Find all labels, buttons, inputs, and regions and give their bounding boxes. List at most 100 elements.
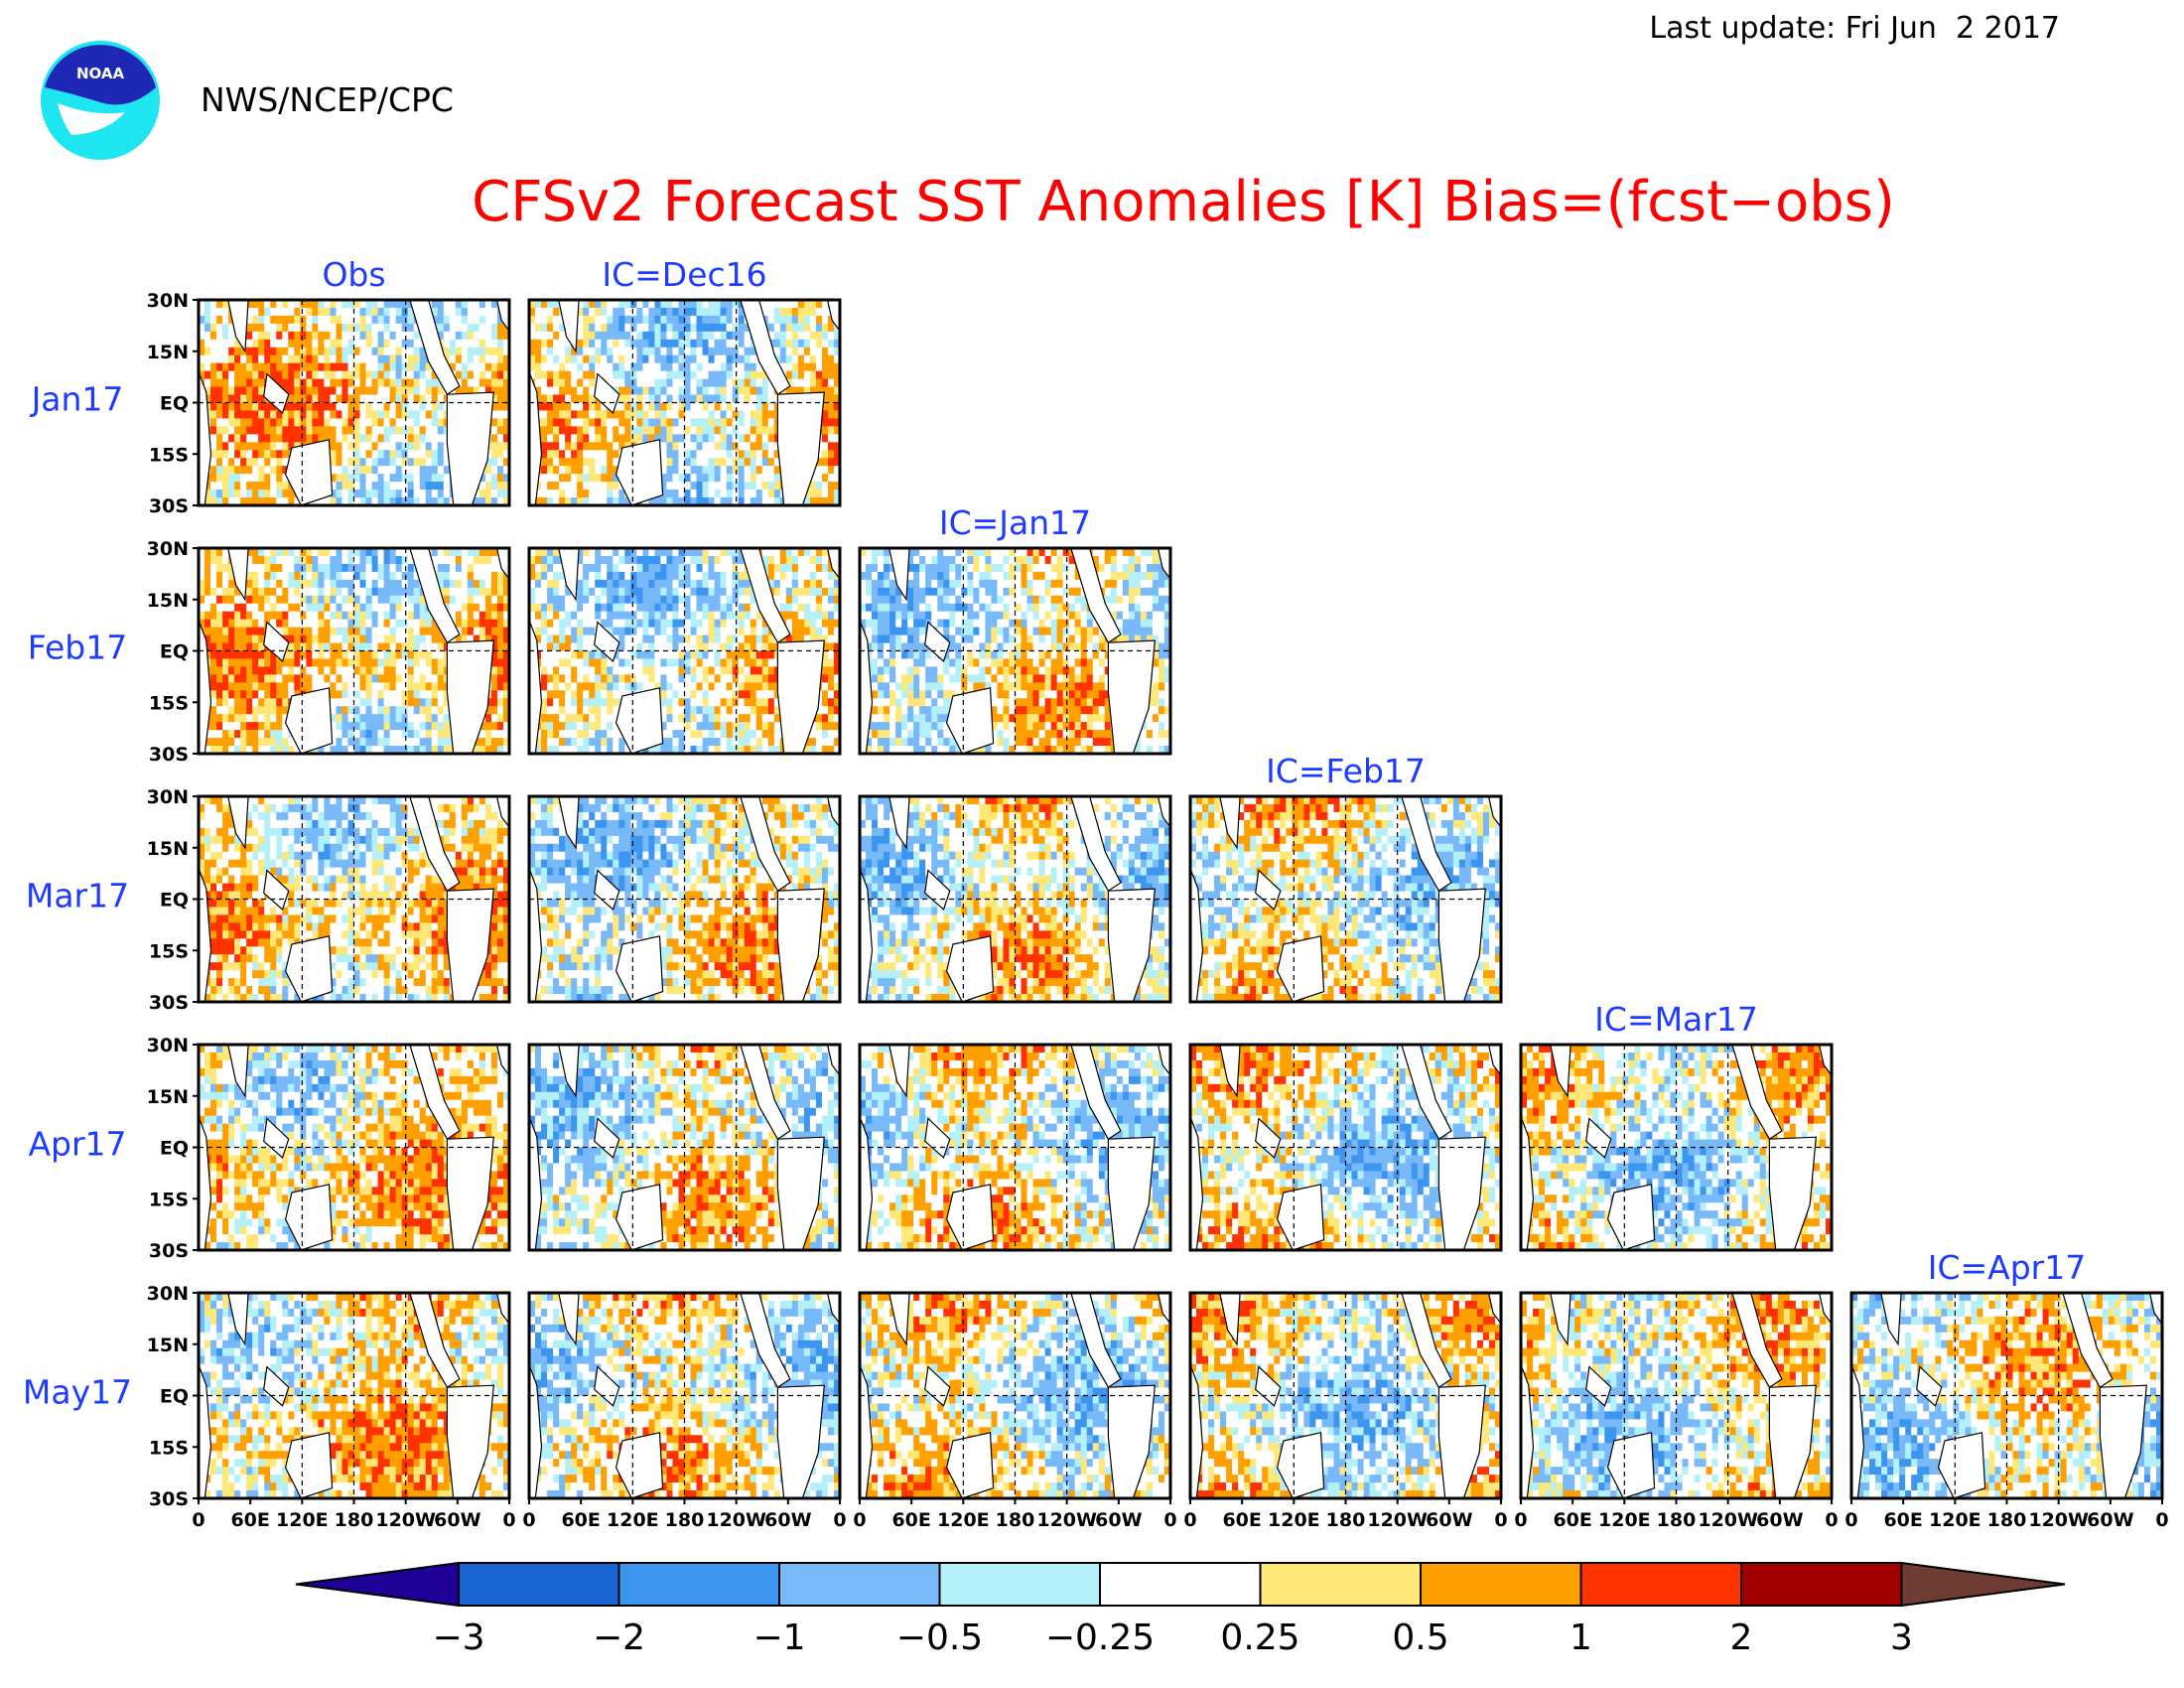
heat-cell	[618, 497, 625, 505]
heat-cell	[341, 347, 349, 356]
heat-cell	[341, 706, 349, 715]
heat-cell	[773, 300, 781, 309]
heat-cell	[571, 482, 578, 491]
heat-cell	[288, 331, 295, 341]
heat-cell	[252, 555, 259, 565]
heat-cell	[565, 354, 572, 364]
heat-cell	[613, 300, 619, 309]
heat-cell	[389, 611, 397, 621]
heat-cell	[529, 370, 536, 380]
heat-cell	[547, 442, 554, 451]
heat-cell	[228, 738, 235, 747]
heat-cell	[258, 658, 265, 668]
heat-cell	[437, 315, 445, 325]
heat-cell	[672, 418, 680, 427]
heat-cell	[827, 394, 835, 404]
heat-cell	[437, 666, 445, 675]
heat-cell	[595, 362, 602, 372]
heat-cell	[541, 315, 548, 325]
heat-cell	[246, 339, 253, 349]
heat-cell	[642, 674, 649, 683]
heat-cell	[353, 579, 361, 589]
heat-cell	[383, 442, 391, 451]
heat-cell	[330, 442, 338, 451]
heat-cell	[371, 331, 379, 341]
heat-cell	[389, 347, 397, 356]
heat-cell	[678, 634, 686, 644]
heat-cell	[726, 458, 734, 467]
heat-cell	[395, 714, 403, 723]
heat-cell	[613, 587, 619, 597]
heat-cell	[821, 331, 829, 341]
heat-cell	[365, 603, 373, 613]
heat-cell	[365, 650, 373, 660]
heat-cell	[815, 619, 823, 629]
heat-cell	[330, 347, 338, 356]
heat-cell	[324, 579, 332, 589]
heat-cell	[270, 323, 277, 333]
heat-cell	[684, 474, 692, 483]
heat-cell	[234, 458, 241, 467]
heat-cell	[618, 339, 625, 349]
heat-cell	[630, 595, 637, 605]
heat-cell	[437, 682, 445, 691]
heat-cell	[678, 497, 686, 505]
heat-cell	[636, 402, 643, 412]
heat-cell	[222, 650, 229, 660]
heat-cell	[222, 548, 229, 557]
heat-cell	[240, 458, 247, 467]
heat-cell	[318, 497, 325, 505]
heat-cell	[490, 386, 498, 396]
heat-cell	[240, 482, 247, 491]
heat-cell	[413, 370, 421, 380]
heat-cell	[210, 331, 217, 341]
heat-cell	[419, 690, 427, 699]
heat-cell	[300, 579, 307, 589]
heat-cell	[228, 370, 235, 380]
heat-cell	[389, 595, 397, 605]
heat-cell	[678, 650, 686, 660]
heat-cell	[300, 331, 307, 341]
heat-cell	[431, 307, 439, 317]
heat-cell	[738, 426, 746, 435]
heat-cell	[330, 587, 338, 597]
heat-cell	[708, 354, 716, 364]
heat-cell	[541, 571, 548, 581]
heat-cell	[473, 370, 480, 380]
heat-cell	[547, 402, 554, 412]
heat-cell	[529, 339, 536, 349]
heat-cell	[270, 571, 277, 581]
heat-cell	[496, 722, 504, 731]
heat-cell	[383, 746, 391, 754]
heat-cell	[732, 474, 740, 483]
heat-cell	[270, 315, 277, 325]
heat-cell	[613, 658, 619, 668]
heat-cell	[294, 658, 301, 668]
heat-cell	[270, 482, 277, 491]
heat-cell	[401, 347, 409, 356]
heat-cell	[833, 434, 840, 443]
heat-cell	[210, 402, 217, 412]
heat-cell	[761, 378, 769, 388]
heat-cell	[318, 410, 325, 420]
heat-cell	[353, 347, 361, 356]
heat-cell	[371, 634, 379, 644]
heat-cell	[809, 595, 817, 605]
heat-cell	[324, 386, 332, 396]
heat-cell	[389, 714, 397, 723]
heat-cell	[276, 603, 283, 613]
heat-cell	[595, 497, 602, 505]
heat-cell	[541, 300, 548, 309]
heat-cell	[827, 627, 835, 636]
heat-cell	[553, 458, 560, 467]
heat-cell	[282, 354, 289, 364]
heat-cell	[276, 738, 283, 747]
heat-cell	[341, 658, 349, 668]
heat-cell	[660, 474, 668, 483]
heat-cell	[455, 362, 463, 372]
heat-cell	[258, 482, 265, 491]
heat-cell	[252, 307, 259, 317]
heat-cell	[559, 571, 566, 581]
heat-cell	[413, 482, 421, 491]
heat-cell	[389, 354, 397, 364]
